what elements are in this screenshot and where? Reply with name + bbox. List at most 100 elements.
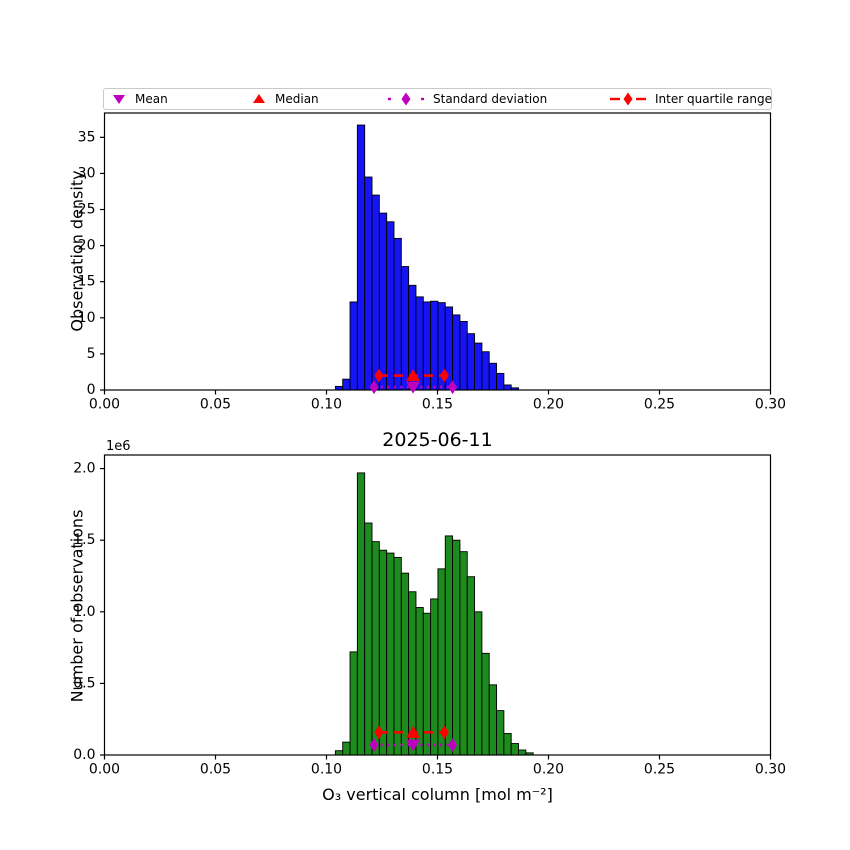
y-tick-label: 25 xyxy=(78,202,96,218)
histogram-bar xyxy=(393,237,402,391)
histogram-bar xyxy=(422,612,432,756)
std-deviation-diamond-dotted-icon xyxy=(388,92,424,106)
histogram-bar xyxy=(342,378,351,391)
histogram-bar xyxy=(386,221,395,391)
histogram-bar xyxy=(371,541,380,756)
histogram-bar xyxy=(518,749,527,756)
histogram-bar xyxy=(378,212,388,391)
histogram-bar xyxy=(496,372,505,391)
x-tick-label: 0.25 xyxy=(644,762,675,778)
legend-item-label: Median xyxy=(275,92,319,106)
histogram-bar xyxy=(466,333,476,391)
histogram-bar xyxy=(474,611,483,756)
histogram-bar xyxy=(474,342,483,391)
iqr-q1-marker xyxy=(374,725,384,740)
y-axis-label-counts: Number of observations xyxy=(67,509,87,703)
histogram-bar xyxy=(452,314,461,391)
histogram-bar xyxy=(364,176,373,391)
y-axis-label-density: Observation density xyxy=(67,170,87,332)
std-deviation-high-marker xyxy=(448,737,458,752)
legend-item-label: Mean xyxy=(135,92,168,106)
histogram-bar xyxy=(356,124,366,391)
iqr-diamond-dashed-icon xyxy=(610,92,646,106)
y-tick-label: 0 xyxy=(87,382,96,398)
histogram-bar xyxy=(393,556,402,756)
histogram-bar xyxy=(459,320,468,391)
median-marker xyxy=(406,369,421,382)
mean-marker xyxy=(406,381,421,394)
y-tick-label: 15 xyxy=(78,274,96,290)
median-marker xyxy=(406,725,421,738)
y-tick-label: 0.0 xyxy=(73,747,95,763)
iqr-q1-marker xyxy=(374,368,384,383)
x-tick-label: 0.10 xyxy=(311,397,342,413)
legend-item-label: Inter quartile range xyxy=(655,92,772,106)
x-tick-label: 0.15 xyxy=(422,762,453,778)
x-tick-label: 0.30 xyxy=(755,762,786,778)
std-deviation-low-marker xyxy=(369,380,379,395)
histogram-bar xyxy=(349,651,358,756)
y-tick-label: 20 xyxy=(78,238,96,254)
x-tick-label: 0.10 xyxy=(311,762,342,778)
x-tick-label: 0.20 xyxy=(533,762,564,778)
y-tick-label: 5 xyxy=(87,346,96,362)
histogram-bar xyxy=(481,652,490,756)
y-tick-label: 0.5 xyxy=(73,675,95,691)
histogram-bar xyxy=(503,733,512,756)
histogram-bar xyxy=(378,549,388,756)
observation-density-chart: 0.00 0.05 0.10 0.15 0.20 0.25 0.30 0 5 10 15 20 25 30… xyxy=(78,112,786,413)
mean-marker xyxy=(406,739,421,752)
y-tick-label: 2.0 xyxy=(73,461,95,477)
y-tick-label: 35 xyxy=(78,129,96,145)
histogram-bar xyxy=(481,351,490,391)
histogram-bar xyxy=(400,266,410,391)
x-tick-label: 0.00 xyxy=(89,762,120,778)
histogram-bar xyxy=(444,535,454,756)
legend-item-median: Median xyxy=(252,89,319,109)
histogram-bar xyxy=(386,552,395,756)
histogram-bar xyxy=(400,572,410,756)
iqr-q3-marker xyxy=(439,725,449,740)
histogram-bar xyxy=(356,472,366,756)
legend-item-mean: Mean xyxy=(112,89,168,109)
x-tick-label: 0.15 xyxy=(422,397,453,413)
histogram-bar xyxy=(466,576,476,756)
histogram-bar xyxy=(488,362,498,391)
histogram-bar xyxy=(503,384,512,391)
y-tick-label: 1.5 xyxy=(73,532,95,548)
y-tick-label: 30 xyxy=(78,165,96,181)
y-tick-label: 10 xyxy=(78,310,96,326)
std-deviation-low-marker xyxy=(369,737,379,752)
mean-triangle-down-icon xyxy=(113,95,125,104)
std-deviation-high-marker xyxy=(448,380,458,395)
plot-title: 2025-06-11 xyxy=(382,429,493,451)
histogram-bar xyxy=(510,743,519,756)
histogram-bar xyxy=(459,551,468,756)
legend-item-iqr: Inter quartile range xyxy=(610,89,772,109)
x-tick-label: 0.20 xyxy=(533,397,564,413)
histogram-bar xyxy=(364,522,373,756)
legend-item-std-deviation: Standard deviation xyxy=(388,89,547,109)
legend-item-label: Standard deviation xyxy=(433,92,548,106)
histogram-bar xyxy=(496,710,505,756)
y-tick-label: 1.0 xyxy=(73,604,95,620)
legend: Mean Median Standard deviation Inter qua… xyxy=(103,88,772,110)
median-triangle-up-icon xyxy=(253,94,265,103)
histogram-bar xyxy=(371,194,380,391)
x-tick-label: 0.25 xyxy=(644,397,675,413)
x-tick-label: 0.30 xyxy=(755,397,786,413)
observation-count-chart: 0.00 0.05 0.10 0.15 0.20 0.25 0.30 0.0 0.5 1.0 1.5… xyxy=(73,454,786,778)
histogram-bar xyxy=(488,684,498,756)
x-axis-label: O₃ vertical column [mol m⁻²] xyxy=(322,785,553,804)
x-tick-label: 0.05 xyxy=(200,762,231,778)
iqr-q3-marker xyxy=(439,368,449,383)
histogram-bar xyxy=(452,539,461,756)
histogram-bar xyxy=(349,301,358,391)
x-tick-label: 0.00 xyxy=(89,397,120,413)
histogram-bar xyxy=(342,741,351,756)
histogram-bar xyxy=(334,750,344,756)
y-axis-offset-label: 1e6 xyxy=(106,439,131,454)
x-tick-label: 0.05 xyxy=(200,397,231,413)
